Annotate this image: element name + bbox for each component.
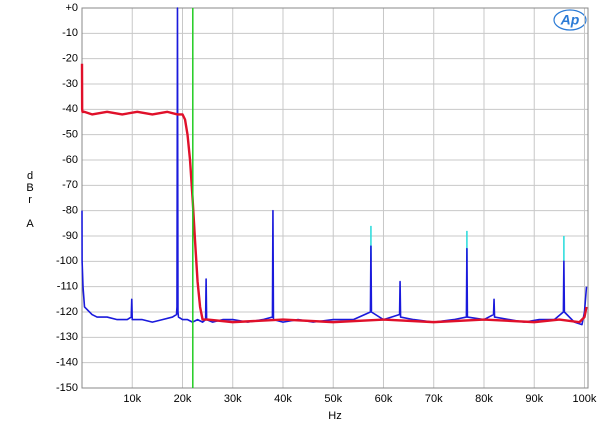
x-tick-label: 60k — [375, 393, 393, 405]
y-tick-label: -20 — [62, 53, 78, 65]
logo-ring — [553, 9, 587, 31]
plot-frame — [81, 7, 589, 389]
y-tick-label: -30 — [62, 78, 78, 90]
x-tick-label: 20k — [174, 393, 192, 405]
y-tick-label: -110 — [57, 281, 78, 293]
x-tick-label: 30k — [224, 393, 242, 405]
y-tick-label: +0 — [65, 2, 78, 14]
y-tick-label: -90 — [62, 230, 78, 242]
y-tick-label: -70 — [62, 179, 78, 191]
y-tick-label: -60 — [62, 154, 78, 166]
x-tick-label: 80k — [475, 393, 493, 405]
y-axis-label: dBr A — [24, 170, 36, 230]
y-tick-label: -80 — [62, 205, 78, 217]
x-tick-label: 100k — [573, 393, 597, 405]
x-axis-label: Hz — [328, 410, 341, 422]
logo: Ap — [560, 12, 580, 28]
y-tick-label: -40 — [62, 103, 78, 115]
series-line — [80, 63, 588, 324]
x-tick-label: 40k — [274, 393, 292, 405]
y-tick-label: -150 — [56, 382, 78, 394]
y-tick-label: -140 — [56, 357, 78, 369]
x-tick-label: 70k — [425, 393, 443, 405]
x-tick-label: 10k — [123, 393, 141, 405]
y-tick-label: -100 — [56, 255, 78, 267]
y-tick-label: -130 — [56, 331, 78, 343]
x-tick-label: 90k — [525, 393, 543, 405]
x-tick-label: 50k — [324, 393, 342, 405]
y-tick-label: -10 — [62, 27, 78, 39]
y-tick-label: -120 — [56, 306, 78, 318]
y-tick-label: -50 — [62, 129, 78, 141]
series-line — [81, 7, 588, 326]
